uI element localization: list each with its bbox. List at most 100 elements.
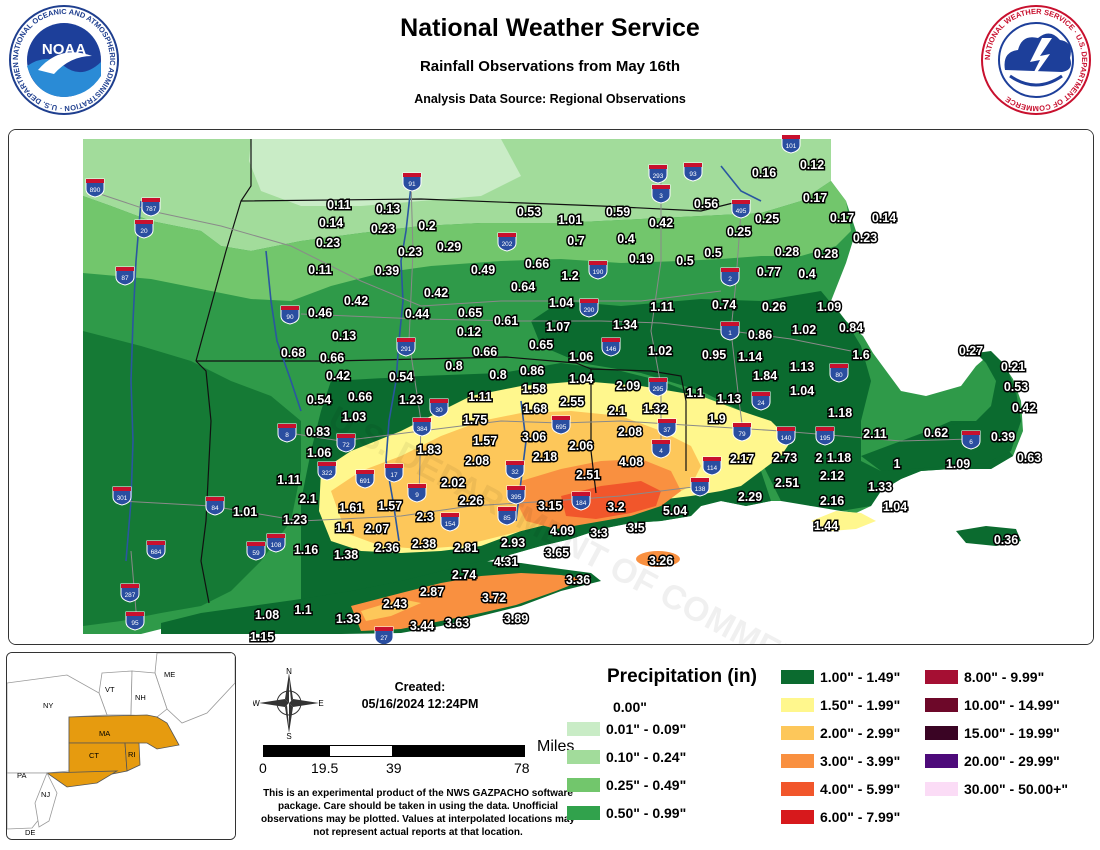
rainfall-observation: 0.23: [316, 236, 340, 250]
interstate-shield-label: 287: [125, 592, 136, 599]
rainfall-observation: 2.1: [299, 492, 316, 506]
interstate-shield: 322: [317, 461, 337, 481]
rainfall-observation: 2.73: [773, 451, 797, 465]
rainfall-observation: 3.72: [482, 591, 506, 605]
rainfall-observation: 0.23: [853, 231, 877, 245]
rainfall-observation: 1.03: [342, 410, 366, 424]
legend-swatch: [781, 698, 814, 712]
legend-item: 3.00" - 3.99": [781, 753, 900, 769]
interstate-shield-label: 691: [360, 478, 371, 485]
interstate-shield-label: 293: [653, 173, 664, 180]
svg-text:NJ: NJ: [41, 790, 50, 799]
interstate-shield-label: 108: [271, 542, 282, 549]
rainfall-observation: 4.08: [619, 455, 643, 469]
interstate-shield: 154: [440, 512, 460, 532]
rainfall-observation: 0.53: [517, 205, 541, 219]
rainfall-observation: 1.1: [686, 386, 703, 400]
rainfall-observation: 0.66: [473, 345, 497, 359]
interstate-shield: 1: [720, 321, 740, 341]
legend-label: 2.00" - 2.99": [820, 725, 901, 741]
rainfall-observation: 1.06: [307, 446, 331, 460]
legend-item: 1.00" - 1.49": [781, 669, 900, 685]
rainfall-observation: 1.08: [255, 608, 279, 622]
interstate-shield-label: 3: [659, 193, 663, 200]
interstate-shield-label: 59: [252, 550, 260, 557]
interstate-shield: 59: [246, 541, 266, 561]
rainfall-observation: 2.07: [365, 522, 389, 536]
rainfall-observation: 2.74: [452, 568, 476, 582]
rainfall-observation: 0.11: [308, 263, 332, 277]
interstate-shield: 384: [412, 417, 432, 437]
interstate-shield: 395: [506, 485, 526, 505]
rainfall-observation: 2.11: [863, 427, 887, 441]
legend-swatch: [781, 670, 814, 684]
legend-item: 4.00" - 5.99": [781, 781, 900, 797]
rainfall-observation: 0.65: [529, 338, 553, 352]
svg-text:NH: NH: [135, 693, 146, 702]
rainfall-observation: 0.42: [344, 294, 368, 308]
rainfall-observation: 0.27: [959, 344, 983, 358]
interstate-shield: 495: [731, 199, 751, 219]
rainfall-observation: 1.18: [828, 406, 852, 420]
interstate-shield-label: 85: [503, 515, 511, 522]
rainfall-observation: 0.54: [307, 393, 331, 407]
interstate-shield-label: 87: [121, 275, 129, 282]
rainfall-observation: 0.14: [872, 211, 896, 225]
rainfall-observation: 0.17: [803, 191, 827, 205]
rainfall-observation: 0.8: [445, 359, 462, 373]
rainfall-observation: 0.62: [924, 426, 948, 440]
locator-map: ME VT NH NY MA CT RI PA NJ DE: [6, 652, 236, 840]
rainfall-observation: 0.11: [327, 198, 351, 212]
interstate-shield: 184: [571, 491, 591, 511]
interstate-shield: 9: [407, 483, 427, 503]
rainfall-observation: 0.39: [375, 264, 399, 278]
interstate-shield: 87: [115, 266, 135, 286]
rainfall-observation: 2.26: [459, 494, 483, 508]
rainfall-observation: 0.77: [757, 265, 781, 279]
rainfall-observation: 2.55: [560, 395, 584, 409]
legend-swatch: [925, 726, 958, 740]
rainfall-map[interactable]: U.S. DEPARTMENT OF COMMERCE 101890787209…: [8, 129, 1094, 645]
rainfall-observation: 0.26: [762, 300, 786, 314]
nws-logo: NATIONAL WEATHER SERVICE · U.S. DEPARTME…: [980, 4, 1092, 116]
interstate-shield: 291: [396, 337, 416, 357]
svg-text:E: E: [318, 699, 323, 708]
interstate-shield: 84: [205, 496, 225, 516]
scale-tick: 19.5: [311, 760, 339, 776]
rainfall-observation: 0.83: [306, 425, 330, 439]
rainfall-observation: 3.3: [590, 526, 607, 540]
interstate-shield-label: 202: [502, 241, 513, 248]
interstate-shield: 138: [690, 477, 710, 497]
rainfall-observation: 0.23: [371, 222, 395, 236]
interstate-shield: 295: [648, 377, 668, 397]
legend-item: 6.00" - 7.99": [781, 809, 900, 825]
scale-tick: 78: [514, 760, 530, 776]
interstate-shield-label: 140: [781, 435, 792, 442]
legend-item: 0.10" - 0.24": [567, 749, 686, 765]
band-100-149-east: [531, 291, 1013, 511]
svg-text:CT: CT: [89, 751, 99, 760]
marthas-vineyard: [811, 511, 876, 531]
rainfall-observation: 0.28: [814, 247, 838, 261]
interstate-shield-label: 101: [786, 143, 797, 150]
rainfall-observation: 1.04: [883, 500, 907, 514]
legend-item: 10.00" - 14.99": [925, 697, 1060, 713]
interstate-shield: 287: [120, 583, 140, 603]
rainfall-observation: 0.21: [1001, 360, 1025, 374]
interstate-shield-label: 4: [659, 448, 663, 455]
rainfall-observation: 1.23: [283, 513, 307, 527]
rainfall-observation: 0.25: [727, 225, 751, 239]
interstate-shield-label: 495: [736, 208, 747, 215]
noaa-logo: NATIONAL OCEANIC AND ATMOSPHERIC ADMINIS…: [5, 0, 120, 116]
scale-tick: 0: [259, 760, 267, 776]
legend-swatch: [925, 698, 958, 712]
rainfall-observation: 0.56: [694, 197, 718, 211]
rainfall-observation: 1.23: [399, 393, 423, 407]
rainfall-observation: 0.29: [437, 240, 461, 254]
legend-label: 0.10" - 0.24": [606, 749, 687, 765]
rainfall-observation: 2.18: [533, 450, 557, 464]
legend-item: 0.25" - 0.49": [567, 777, 686, 793]
interstate-shield: 90: [280, 305, 300, 325]
legend-label: 1.00" - 1.49": [820, 669, 901, 685]
rainfall-observation: 0.4: [798, 267, 815, 281]
